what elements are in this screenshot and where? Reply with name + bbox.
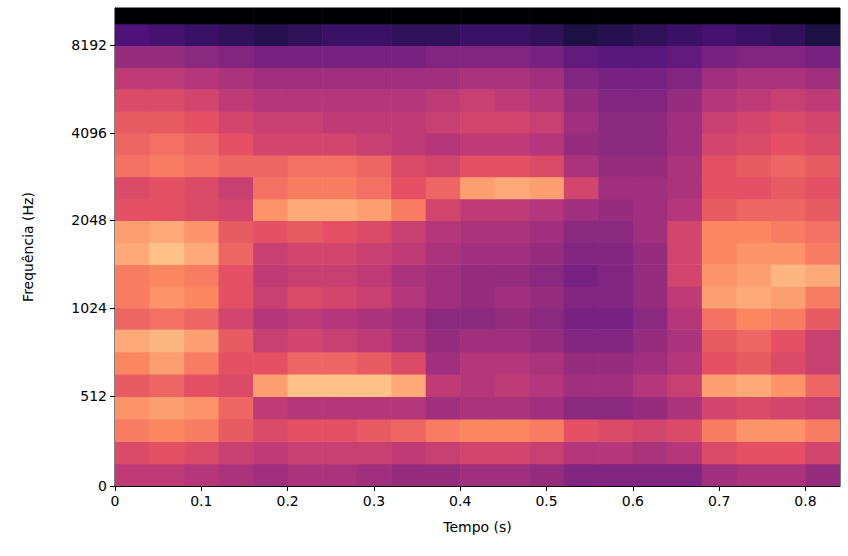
svg-text:0.2: 0.2 xyxy=(276,493,298,509)
svg-text:0.7: 0.7 xyxy=(708,493,730,509)
svg-text:0: 0 xyxy=(98,478,107,494)
svg-text:0: 0 xyxy=(111,493,120,509)
svg-text:Tempo (s): Tempo (s) xyxy=(442,519,512,535)
svg-text:Frequência (Hz): Frequência (Hz) xyxy=(20,192,36,302)
svg-text:1024: 1024 xyxy=(71,300,107,316)
svg-text:4096: 4096 xyxy=(71,125,107,141)
svg-text:2048: 2048 xyxy=(71,212,107,228)
svg-text:512: 512 xyxy=(80,388,107,404)
svg-text:0.6: 0.6 xyxy=(622,493,644,509)
svg-text:0.5: 0.5 xyxy=(535,493,557,509)
svg-text:0.1: 0.1 xyxy=(190,493,212,509)
svg-text:0.8: 0.8 xyxy=(794,493,816,509)
svg-text:0.4: 0.4 xyxy=(449,493,471,509)
svg-text:0.3: 0.3 xyxy=(363,493,385,509)
svg-text:8192: 8192 xyxy=(71,37,107,53)
